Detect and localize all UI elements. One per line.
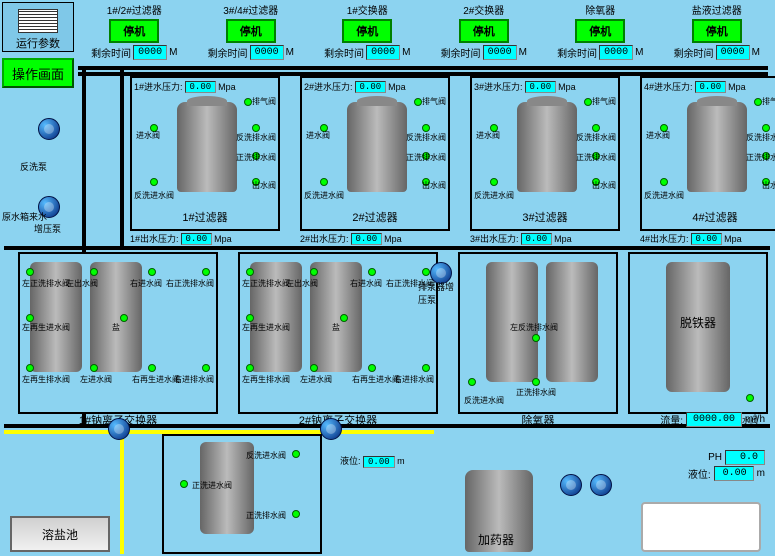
run-params-button[interactable]: 运行参数 [2, 2, 74, 52]
status-label: 1#/2#过滤器 [107, 2, 162, 17]
bottom-pump-1[interactable] [560, 474, 582, 496]
ph-readout: PH 0.0 [708, 450, 765, 465]
backdrain-valve-label: 反洗排水阀 [236, 132, 276, 143]
params-icon [18, 9, 58, 33]
salt-pool: 溶盐池 [10, 516, 110, 552]
filter-title: 4#过滤器 [642, 209, 775, 225]
vent-valve[interactable] [244, 98, 252, 106]
filter-2: 2#进水压力:0.00Mpa 排气阀进水阀反洗排水阀正洗排水阀出水阀反洗进水阀 … [300, 76, 450, 231]
drain-pump-label: 排泵器增压泵 [418, 280, 458, 306]
filter-tank [347, 102, 407, 192]
status-label: 3#/4#过滤器 [223, 2, 278, 17]
params-label: 运行参数 [16, 35, 60, 51]
salt-pool-label: 溶盐池 [42, 526, 78, 543]
flow-readout: 流量: 0000.00 m³/h [660, 412, 765, 427]
operation-screen-button[interactable]: 操作画面 [2, 58, 74, 88]
deoxy-title: 除氧器 [460, 412, 616, 428]
deoxygenator: 反洗进水阀 左反洗排水阀 正洗排水阀 除氧器 [458, 252, 618, 414]
bottom-pump-2[interactable] [590, 474, 612, 496]
filter-tank [177, 102, 237, 192]
dosing-label: 加药器 [478, 531, 514, 548]
status-col-1: 3#/4#过滤器 停机 剩余时间0000M [193, 0, 310, 54]
status-label: 1#交换器 [347, 2, 388, 17]
op-screen-label: 操作画面 [12, 64, 64, 83]
status-col-0: 1#/2#过滤器 停机 剩余时间 0000 M [76, 0, 193, 54]
outlet-valve-label: 出水阀 [252, 180, 276, 191]
filter-title: 3#过滤器 [472, 209, 618, 225]
inlet-valve-label: 进水阀 [136, 130, 160, 141]
filters-row: 1#进水压力:0.00Mpa 排气阀 进水阀 反洗排水阀 正洗排水阀 出水阀 反… [130, 76, 775, 231]
exchanger-2: 左正洗排水阀 左出水阀 右进水阀 右正洗排水阀 左再生进水阀 盐 左再生排水阀 … [238, 252, 438, 414]
filter-tank [687, 102, 747, 192]
inlet-pressure-value: 0.00 [185, 81, 217, 93]
status-col-5: 盐液过滤器 停机 剩余时间0000M [659, 0, 775, 54]
status-label: 盐液过滤器 [692, 2, 742, 17]
exch-pump-2[interactable] [320, 418, 342, 440]
status-col-2: 1#交换器 停机 剩余时间0000M [309, 0, 426, 54]
remain-label: 剩余时间 [91, 45, 131, 60]
deironizer: 脱铁器 出水阀 [628, 252, 768, 414]
stop-button-0[interactable]: 停机 [109, 19, 159, 43]
outlet-pressure-row: 1#出水压力:0.00Mpa 2#出水压力:0.00Mpa 3#出水压力:0.0… [130, 232, 775, 245]
status-col-3: 2#交换器 停机 剩余时间0000M [426, 0, 543, 54]
top-status-bar: 运行参数 1#/2#过滤器 停机 剩余时间 0000 M 3#/4#过滤器 停机… [0, 0, 775, 54]
status-label: 2#交换器 [463, 2, 504, 17]
backwash-pump-label: 反洗泵 [20, 160, 47, 173]
vent-valve-label: 排气阀 [252, 96, 276, 107]
stop-button-1[interactable]: 停机 [226, 19, 276, 43]
filter-4: 4#进水压力:0.00Mpa 排气阀进水阀反洗排水阀正洗排水阀出水阀反洗进水阀 … [640, 76, 775, 231]
stop-button-3[interactable]: 停机 [459, 19, 509, 43]
backin-valve[interactable] [150, 178, 158, 186]
fwddrain-valve-label: 正洗排水阀 [236, 152, 276, 163]
backin-valve-label: 反洗进水阀 [134, 190, 174, 201]
stop-button-2[interactable]: 停机 [342, 19, 392, 43]
stop-button-5[interactable]: 停机 [692, 19, 742, 43]
status-label: 除氧器 [585, 2, 615, 17]
stop-button-4[interactable]: 停机 [575, 19, 625, 43]
boost-pump-label: 增压泵 [34, 222, 61, 235]
filter-1: 1#进水压力:0.00Mpa 排气阀 进水阀 反洗排水阀 正洗排水阀 出水阀 反… [130, 76, 280, 231]
backdrain-valve[interactable] [252, 124, 260, 132]
backwash-pump[interactable] [38, 118, 60, 140]
level-readout: 液位: 0.00 m [340, 454, 405, 467]
filter-tank [517, 102, 577, 192]
remain-value: 0000 [133, 45, 167, 60]
filter-title: 1#过滤器 [132, 209, 278, 225]
remain-unit: M [169, 47, 177, 58]
deiron-title: 脱铁器 [630, 314, 766, 331]
level-readout-right: 液位: 0.00 m [688, 466, 765, 481]
remain-row: 剩余时间 0000 M [91, 45, 177, 60]
filter-3: 3#进水压力:0.00Mpa 排气阀进水阀反洗排水阀正洗排水阀出水阀反洗进水阀 … [470, 76, 620, 231]
status-col-4: 除氧器 停机 剩余时间0000M [542, 0, 659, 54]
exchanger-1: 左正洗排水阀 左出水阀 右进水阀 右正洗排水阀 左再生进水阀 盐 左再生排水阀 … [18, 252, 218, 414]
inlet-pressure-label: 1#进水压力: [134, 80, 183, 93]
exchangers-row: 左正洗排水阀 左出水阀 右进水阀 右正洗排水阀 左再生进水阀 盐 左再生排水阀 … [18, 252, 438, 414]
storage-tank [641, 502, 761, 552]
salt-filter-group: 反洗进水阀 正洗进水阀 正洗排水阀 [162, 434, 322, 554]
exch-pump-1[interactable] [108, 418, 130, 440]
filter-title: 2#过滤器 [302, 209, 448, 225]
